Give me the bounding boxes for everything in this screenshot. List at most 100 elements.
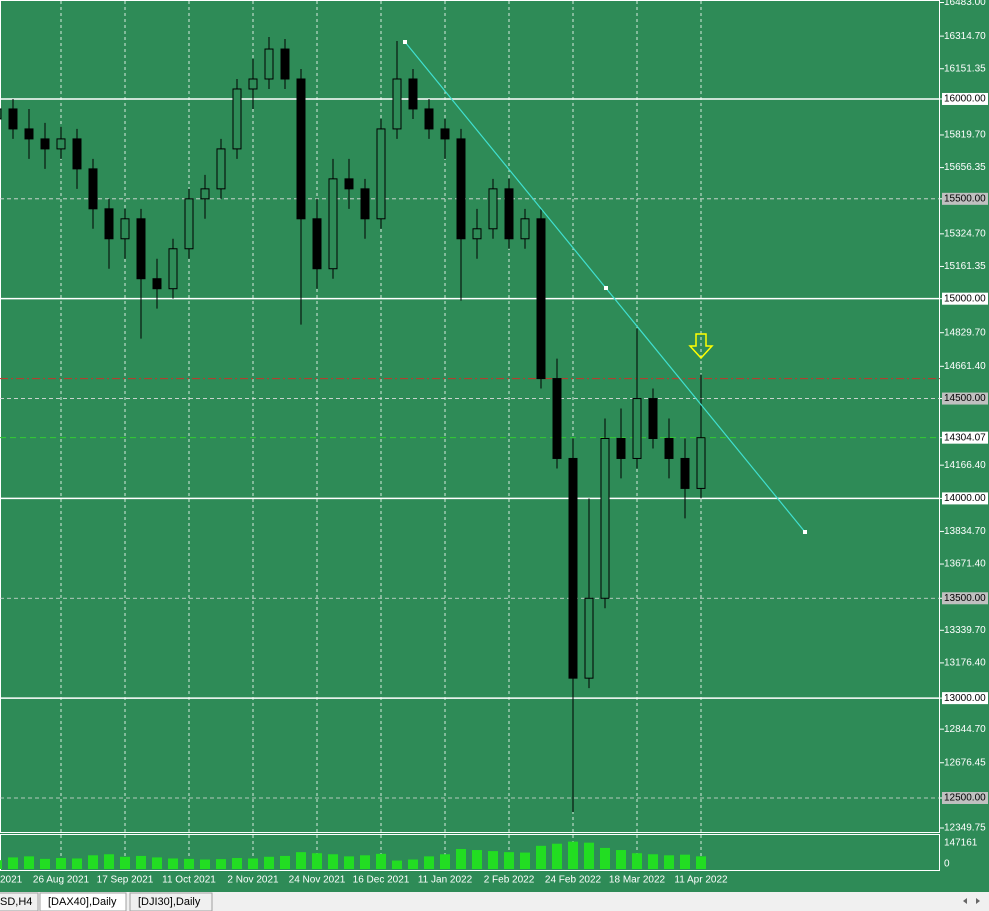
candle-body [136,218,146,280]
volume-bar [216,859,226,869]
y-tick-label: 13176.40 [944,658,986,669]
volume-bar [552,843,562,869]
trend-anchor[interactable] [403,40,407,44]
price-label-box [942,192,988,205]
candle-body [328,178,338,270]
candle-body [440,128,450,140]
candle-body [616,437,626,459]
y-tick-label: 15000.00 [944,293,986,304]
candle-body [552,378,562,459]
scroll-right[interactable] [976,898,980,904]
candle-body [424,108,434,130]
volume-bar [360,855,370,869]
volume-bar [8,857,18,869]
candle-body [296,78,306,220]
x-tick-label: 16 Dec 2021 [353,875,410,886]
y-tick-label: 14500.00 [944,393,986,404]
candle-body [40,138,50,150]
volume-bar [152,857,162,869]
volume-bar [328,854,338,869]
candle-body [8,108,18,130]
volume-bar [584,842,594,869]
down-arrow [688,333,714,360]
candle-body [0,108,2,120]
x-tick-label: 11 Jan 2022 [418,875,473,886]
candle-body [472,228,482,240]
price-label-box [942,791,988,804]
volume-bar [472,850,482,869]
volume-bar [232,858,242,869]
y-tick-label: 16000.00 [944,94,986,105]
volume-bar [40,858,50,869]
volume-bar [136,855,146,869]
y-tick-label: 13339.70 [944,625,986,636]
x-tick-label: 11 Apr 2022 [674,875,728,886]
y-tick-label: 14829.70 [944,327,986,338]
candle-body [488,188,498,230]
candle-body [648,398,658,439]
volume-bar [312,853,322,869]
volume-bar [408,859,418,869]
candle-body [392,78,402,130]
volume-bar [616,850,626,869]
tab-label: [DJI30],Daily [138,896,201,908]
price-label-box [942,431,988,444]
volume-bar [0,860,2,869]
candle-body [120,218,130,240]
volume-bar [440,854,450,869]
tab[interactable] [39,892,127,911]
volume-bar [296,852,306,869]
y-tick-label: 14661.40 [944,361,986,372]
y-tick-label: 16483.00 [944,0,986,8]
candle-body [216,148,226,190]
candle-body [584,597,594,679]
y-tick-label: 16314.70 [944,31,986,42]
trend-anchor[interactable] [803,530,807,534]
candle-body [184,198,194,250]
volume-bar [376,853,386,869]
y-tick-label: 14000.00 [944,493,986,504]
volume-tick-label: 147161 [944,838,978,849]
y-tick-label: 15656.35 [944,162,986,173]
volume-bar [488,851,498,869]
volume-bar [424,856,434,869]
volume-bar [600,847,610,869]
volume-bar [24,856,34,869]
x-tick-label: 24 Feb 2022 [545,875,602,886]
scroll-left[interactable] [963,898,967,904]
x-tick-label: 2 Nov 2021 [227,875,279,886]
candle-body [408,78,418,110]
y-tick-label: 15819.70 [944,130,986,141]
volume-bar [648,854,658,869]
volume-bar [168,858,178,869]
y-tick-label: 12844.70 [944,724,986,735]
volume-bar [184,858,194,869]
volume-bar [72,858,82,869]
volume-bar [392,860,402,869]
y-tick-label: 13500.00 [944,593,986,604]
candle-body [104,208,114,240]
candle-body [232,88,242,150]
candle-body [456,138,466,240]
y-tick-label: 14304.07 [944,432,986,443]
volume-bar [88,855,98,869]
y-tick-label: 15324.70 [944,228,986,239]
trend-anchor[interactable] [604,286,608,290]
tab[interactable] [0,892,39,911]
candle-body [680,457,690,489]
volume-bar [632,853,642,869]
y-tick-label: 12500.00 [944,793,986,804]
y-tick-label: 14166.40 [944,460,986,471]
candle-body [696,437,706,489]
volume-bar [248,858,258,869]
y-tick-label: 15161.35 [944,261,986,272]
y-tick-label: 13671.40 [944,559,986,570]
tab[interactable] [129,892,213,911]
x-tick-label: 24 Nov 2021 [289,875,346,886]
candle-body [280,48,290,80]
volume-bar [504,852,514,869]
y-tick-label: 13834.70 [944,526,986,537]
volume-bar [120,856,130,869]
candle-body [312,218,322,270]
